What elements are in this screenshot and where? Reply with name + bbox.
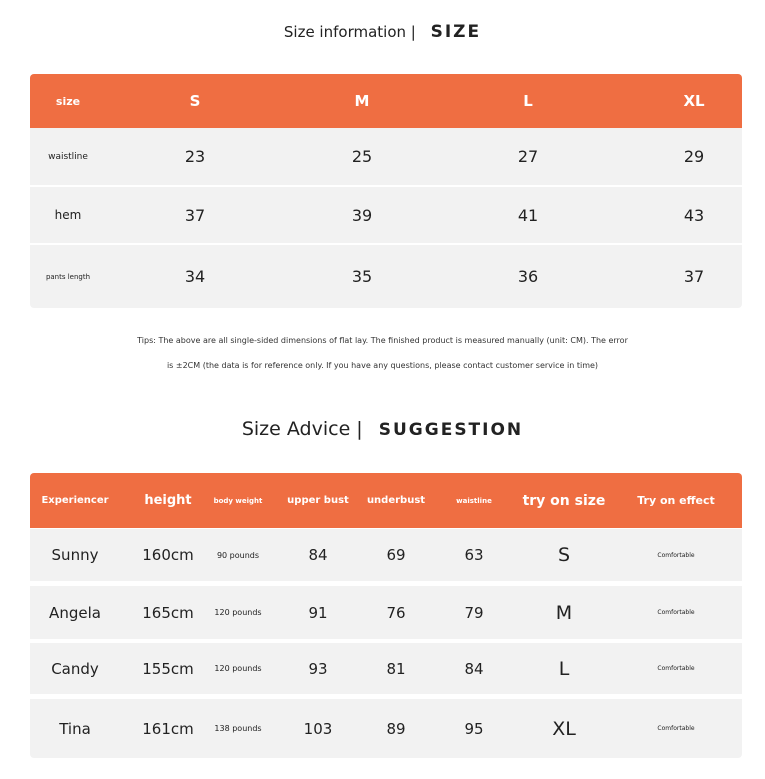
value-cell: 160cm xyxy=(142,546,194,564)
value-cell: 138 pounds xyxy=(214,724,262,733)
value-cell: 90 pounds xyxy=(216,550,260,560)
value-cell: 155cm xyxy=(142,659,194,678)
value-cell: 95 xyxy=(464,719,484,738)
value-cell: M xyxy=(555,601,573,624)
table-row: Sunny 160cm 90 pounds 84 69 63 S Comfortable xyxy=(30,529,742,581)
value-cell: L xyxy=(558,657,570,680)
value-cell: Sunny xyxy=(51,546,99,564)
value-cell: 43 xyxy=(683,205,705,225)
value-cell: 81 xyxy=(386,659,406,678)
value-cell: 103 xyxy=(303,719,333,738)
table-row: hem 37 39 41 43 xyxy=(30,187,742,243)
table-row: Tina 161cm 138 pounds 103 89 95 XL Comfortable xyxy=(30,699,742,758)
value-cell: Comfortable xyxy=(657,609,695,616)
value-cell: S xyxy=(557,544,571,566)
size-info-title: Size information | SIZE xyxy=(0,22,765,42)
value-cell: 79 xyxy=(464,603,484,622)
tips-line-1: Tips: The above are all single-sided dim… xyxy=(137,336,628,345)
size-advice-table: Experiencer height body weight upper bust un… xyxy=(30,473,742,758)
value-cell: 25 xyxy=(351,147,373,166)
value-cell: 35 xyxy=(351,267,373,286)
value-cell: 39 xyxy=(351,205,373,225)
value-cell: 93 xyxy=(308,659,328,678)
header-cell: body weight xyxy=(213,496,263,505)
value-cell: Angela xyxy=(49,603,101,622)
value-cell: 63 xyxy=(464,546,484,564)
row-label: hem xyxy=(54,208,82,222)
value-cell: 69 xyxy=(386,546,406,564)
value-cell: 27 xyxy=(517,147,539,166)
value-cell: 165cm xyxy=(142,603,194,622)
table-row: Angela 165cm 120 pounds 91 76 79 M Comfortable xyxy=(30,586,742,639)
value-cell: 36 xyxy=(517,267,539,286)
title-en: SUGGESTION xyxy=(378,420,524,440)
header-cell: S xyxy=(189,92,201,110)
value-cell: Candy xyxy=(51,659,99,678)
header-cell: L xyxy=(523,92,533,110)
table-row: Candy 155cm 120 pounds 93 81 84 L Comfortable xyxy=(30,643,742,694)
row-label: waistline xyxy=(48,151,88,162)
size-advice-title: Size Advice | SUGGESTION xyxy=(0,418,765,440)
row-label: pants length xyxy=(45,272,91,281)
value-cell: 34 xyxy=(184,267,206,286)
value-cell: Tina xyxy=(59,719,91,738)
header-cell: waistline xyxy=(456,496,492,505)
table-row: waistline 23 25 27 29 xyxy=(30,128,742,185)
value-cell: 84 xyxy=(464,659,484,678)
value-cell: Comfortable xyxy=(657,551,695,559)
value-cell: Comfortable xyxy=(657,665,695,672)
header-cell: height xyxy=(144,493,192,508)
header-cell: upper bust xyxy=(287,495,349,506)
header-cell: XL xyxy=(683,92,705,110)
value-cell: 89 xyxy=(386,719,406,738)
value-cell: 120 pounds xyxy=(214,664,262,673)
tips-line-2: is ±2CM (the data is for reference only.… xyxy=(166,361,599,370)
header-cell: size xyxy=(55,94,81,108)
value-cell: 120 pounds xyxy=(214,608,262,617)
value-cell: 161cm xyxy=(142,719,194,738)
size-table-header: size S M L XL xyxy=(30,74,742,128)
value-cell: XL xyxy=(552,717,576,740)
title-en: SIZE xyxy=(430,22,482,42)
table-row: pants length 34 35 36 37 xyxy=(30,245,742,308)
value-cell: 29 xyxy=(683,147,705,166)
value-cell: 84 xyxy=(308,546,328,564)
value-cell: 76 xyxy=(386,603,406,622)
value-cell: 91 xyxy=(308,603,328,622)
header-cell: underbust xyxy=(366,495,426,506)
value-cell: 37 xyxy=(683,267,705,286)
value-cell: 37 xyxy=(184,205,206,225)
header-cell: try on size xyxy=(522,492,606,509)
value-cell: Comfortable xyxy=(657,725,695,732)
header-cell: Try on effect xyxy=(637,494,715,507)
size-table: size S M L XL waistline 23 25 27 29 hem 37 39 41 43 pan… xyxy=(30,74,742,308)
title-text: Size Advice | xyxy=(241,418,363,440)
value-cell: 41 xyxy=(517,205,539,225)
value-cell: 23 xyxy=(184,147,206,166)
header-cell: Experiencer xyxy=(41,495,109,506)
title-text: Size information | xyxy=(283,23,416,41)
header-cell: M xyxy=(354,92,370,110)
advice-table-header: Experiencer height body weight upper bust un… xyxy=(30,473,742,528)
